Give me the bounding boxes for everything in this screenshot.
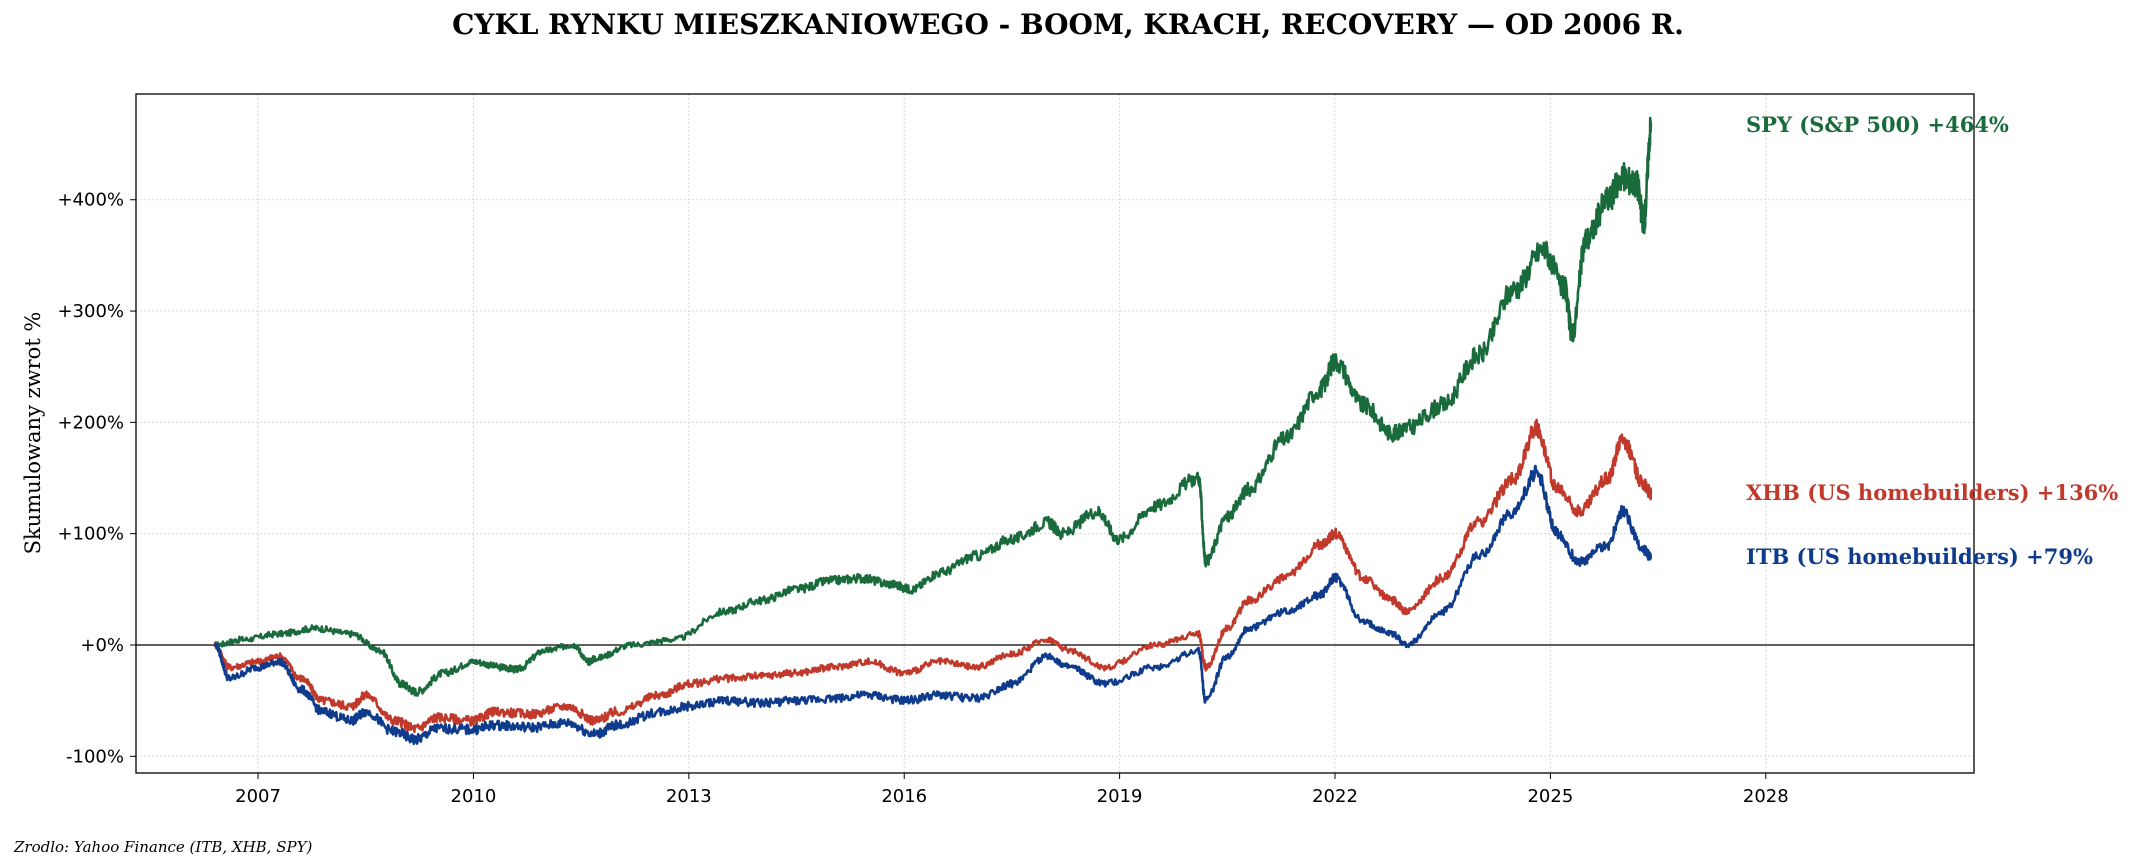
chart-title: CYKL RYNKU MIESZKANIOWEGO - BOOM, KRACH,…: [452, 8, 1684, 41]
y-tick-label: +200%: [57, 412, 124, 433]
source-note: Zrodlo: Yahoo Finance (ITB, XHB, SPY): [13, 838, 312, 856]
x-tick-label: 2007: [235, 786, 281, 807]
y-tick-label: +0%: [80, 635, 124, 656]
x-tick-label: 2016: [881, 786, 927, 807]
series-end-label-xhb: XHB (US homebuilders) +136%: [1746, 480, 2118, 505]
y-axis-ticks: -100% +0% +100% +200% +300% +400%: [57, 190, 136, 767]
x-tick-label: 2025: [1527, 786, 1573, 807]
x-tick-label: 2022: [1312, 786, 1358, 807]
series-lines: [213, 116, 1653, 746]
y-tick-label: +400%: [57, 190, 124, 211]
x-axis-ticks: 2007 2010 2013 2016 2019 2022 2025 2028: [235, 773, 1789, 807]
y-tick-label: -100%: [66, 746, 124, 767]
y-axis-label: Skumulowany zwrot %: [21, 312, 45, 555]
series-line-itb: [213, 464, 1653, 746]
y-tick-label: +100%: [57, 524, 124, 545]
plot-frame: [135, 93, 1975, 774]
x-tick-label: 2010: [451, 786, 497, 807]
series-end-label-itb: ITB (US homebuilders) +79%: [1746, 544, 2093, 569]
series-end-label-spy: SPY (S&P 500) +464%: [1746, 112, 2009, 137]
series-end-labels: SPY (S&P 500) +464% XHB (US homebuilders)…: [1746, 112, 2118, 569]
series-line-xhb: [213, 418, 1653, 734]
x-tick-label: 2028: [1743, 786, 1789, 807]
x-tick-label: 2019: [1097, 786, 1143, 807]
series-line-spy: [214, 116, 1653, 697]
grid: [136, 94, 1974, 773]
x-tick-label: 2013: [666, 786, 712, 807]
y-tick-label: +300%: [57, 301, 124, 322]
